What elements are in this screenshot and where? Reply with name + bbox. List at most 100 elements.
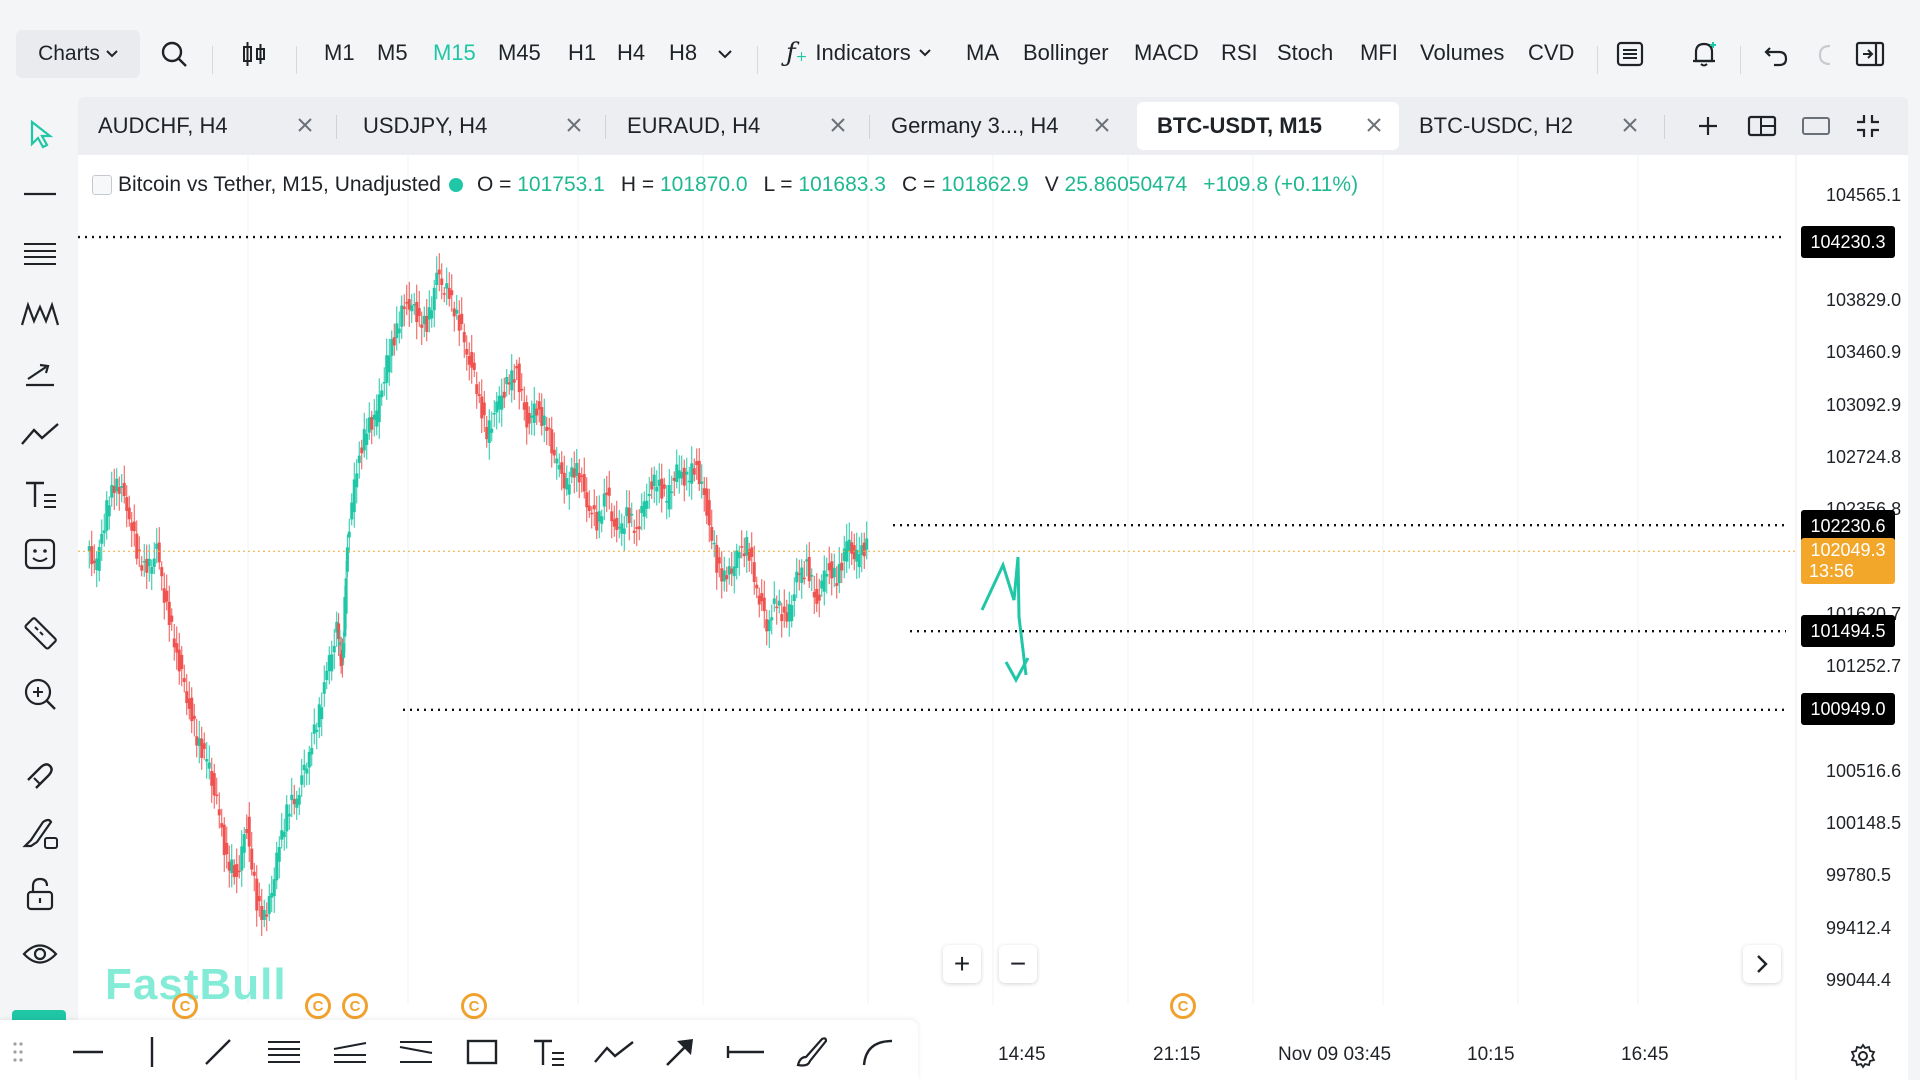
more-tools-handle[interactable] bbox=[12, 1010, 66, 1020]
tab-btc-usdt[interactable]: BTC-USDT, M15 bbox=[1137, 102, 1399, 150]
zoom-in-button[interactable]: + bbox=[943, 945, 981, 983]
projection-icon[interactable] bbox=[18, 352, 62, 396]
indicator-mfi[interactable]: MFI bbox=[1360, 40, 1398, 65]
ray-line-icon[interactable] bbox=[724, 1030, 768, 1074]
horizontal-line-icon[interactable] bbox=[66, 1030, 110, 1074]
charts-menu-button[interactable]: Charts bbox=[16, 30, 140, 78]
close-icon[interactable] bbox=[1619, 114, 1641, 136]
timeframe-h4[interactable]: H4 bbox=[617, 40, 646, 65]
candlestick-chart[interactable] bbox=[78, 155, 1908, 1080]
arc-tool-icon[interactable] bbox=[856, 1030, 900, 1074]
candle-body bbox=[185, 691, 189, 704]
candle-body bbox=[240, 846, 244, 871]
trend-line-icon[interactable] bbox=[592, 1030, 636, 1074]
zoom-out-button[interactable]: − bbox=[999, 945, 1037, 983]
time-axis-label: 10:15 bbox=[1467, 1044, 1515, 1065]
candle-body bbox=[645, 500, 649, 509]
indicator-cvd[interactable]: CVD bbox=[1528, 40, 1575, 65]
level-price-tag: 101494.5 bbox=[1801, 615, 1895, 647]
timeframes-dropdown-icon[interactable] bbox=[707, 36, 743, 72]
brush-lock-icon[interactable] bbox=[18, 812, 62, 856]
chart-settings-icon[interactable] bbox=[1850, 1043, 1876, 1074]
indicator-rsi[interactable]: RSI bbox=[1221, 40, 1258, 65]
close-icon[interactable] bbox=[1363, 114, 1385, 136]
fullscreen-collapse-icon[interactable] bbox=[1850, 108, 1886, 144]
sidebar-toggle-icon[interactable] bbox=[1852, 36, 1888, 72]
add-tab-icon[interactable] bbox=[1690, 108, 1726, 144]
timeframe-m1[interactable]: M1 bbox=[324, 40, 355, 65]
cursor-icon[interactable] bbox=[18, 112, 62, 156]
fibonacci-icon[interactable] bbox=[18, 232, 62, 276]
event-marker[interactable]: C bbox=[172, 993, 198, 1019]
timeframe-h1[interactable]: H1 bbox=[568, 40, 597, 65]
tab-euraud[interactable]: EURAUD, H4 bbox=[607, 102, 863, 150]
event-marker[interactable]: C bbox=[1170, 993, 1196, 1019]
indicator-macd[interactable]: MACD bbox=[1134, 40, 1199, 65]
top-toolbar: Charts M1 M5 M15 M45 H1 H4 H8 ƒ+ Indicat… bbox=[0, 12, 1920, 94]
brush-icon[interactable] bbox=[790, 1030, 834, 1074]
alert-bell-icon[interactable] bbox=[1686, 36, 1722, 72]
arrow-tool-icon[interactable] bbox=[658, 1030, 702, 1074]
price-axis-label: 100516.6 bbox=[1826, 761, 1902, 781]
timeframe-m45[interactable]: M45 bbox=[498, 40, 541, 65]
event-marker[interactable]: C bbox=[342, 993, 368, 1019]
candle-body bbox=[592, 505, 596, 510]
chart-panel[interactable]: Bitcoin vs Tether, M15, Unadjusted O = 1… bbox=[78, 155, 1908, 1080]
vertical-line-icon[interactable] bbox=[130, 1030, 174, 1074]
timeframe-m5[interactable]: M5 bbox=[377, 40, 408, 65]
candle-body bbox=[570, 467, 574, 478]
emoji-sticker-icon[interactable] bbox=[18, 532, 62, 576]
indicator-ma[interactable]: MA bbox=[966, 40, 999, 65]
event-marker[interactable]: C bbox=[461, 993, 487, 1019]
magnet-icon[interactable] bbox=[18, 752, 62, 796]
candle-body bbox=[202, 743, 206, 749]
function-icon: ƒ+ bbox=[786, 38, 808, 68]
fibonacci-icon[interactable] bbox=[262, 1030, 306, 1074]
current-price-tag: 102049.3 13:56 bbox=[1801, 538, 1895, 584]
tab-btc-usdc[interactable]: BTC-USDC, H2 bbox=[1399, 102, 1655, 150]
text-tool-icon[interactable] bbox=[526, 1030, 570, 1074]
tab-germany[interactable]: Germany 3..., H4 bbox=[871, 102, 1127, 150]
tab-audchf[interactable]: AUDCHF, H4 bbox=[78, 102, 330, 150]
search-icon[interactable] bbox=[156, 36, 192, 72]
layout-grid-icon[interactable] bbox=[1744, 108, 1780, 144]
candlestick-type-icon[interactable] bbox=[236, 36, 272, 72]
close-icon[interactable] bbox=[1091, 114, 1113, 136]
indicators-button[interactable]: ƒ+ Indicators bbox=[786, 12, 931, 94]
horizontal-line-icon[interactable] bbox=[18, 172, 62, 216]
rectangle-icon[interactable] bbox=[460, 1030, 504, 1074]
diagonal-line-icon[interactable] bbox=[196, 1030, 240, 1074]
candle-body bbox=[530, 415, 534, 418]
indicator-stoch[interactable]: Stoch bbox=[1277, 40, 1334, 65]
event-marker[interactable]: C bbox=[305, 993, 331, 1019]
drag-handle-icon[interactable] bbox=[8, 1030, 28, 1074]
indicator-bollinger[interactable]: Bollinger bbox=[1023, 40, 1109, 65]
text-tool-icon[interactable] bbox=[18, 472, 62, 516]
parallel-channel-icon[interactable] bbox=[328, 1030, 372, 1074]
pattern-icon[interactable] bbox=[18, 292, 62, 336]
candle-body bbox=[642, 501, 646, 517]
window-icon[interactable] bbox=[1798, 108, 1834, 144]
tab-usdjpy[interactable]: USDJPY, H4 bbox=[343, 102, 599, 150]
trend-line-icon[interactable] bbox=[18, 412, 62, 456]
zoom-in-icon[interactable] bbox=[18, 672, 62, 716]
price-axis-label: 104565.1 bbox=[1826, 185, 1902, 205]
timeframe-m15[interactable]: M15 bbox=[433, 40, 476, 65]
timeframe-h8[interactable]: H8 bbox=[669, 40, 698, 65]
candle-body bbox=[667, 484, 671, 510]
layers-icon[interactable] bbox=[1612, 36, 1648, 72]
indicator-volumes[interactable]: Volumes bbox=[1420, 40, 1505, 65]
redo-icon[interactable] bbox=[1806, 36, 1842, 72]
time-axis-label: Nov 09 03:45 bbox=[1278, 1044, 1392, 1065]
undo-icon[interactable] bbox=[1758, 36, 1794, 72]
candle-body bbox=[825, 573, 829, 577]
candle-body bbox=[120, 486, 124, 488]
scroll-right-button[interactable] bbox=[1743, 945, 1781, 983]
close-icon[interactable] bbox=[827, 114, 849, 136]
eye-icon[interactable] bbox=[18, 932, 62, 976]
unlock-icon[interactable] bbox=[18, 872, 62, 916]
fib-fan-icon[interactable] bbox=[394, 1030, 438, 1074]
close-icon[interactable] bbox=[294, 114, 316, 136]
close-icon[interactable] bbox=[563, 114, 585, 136]
ruler-icon[interactable] bbox=[18, 612, 62, 656]
